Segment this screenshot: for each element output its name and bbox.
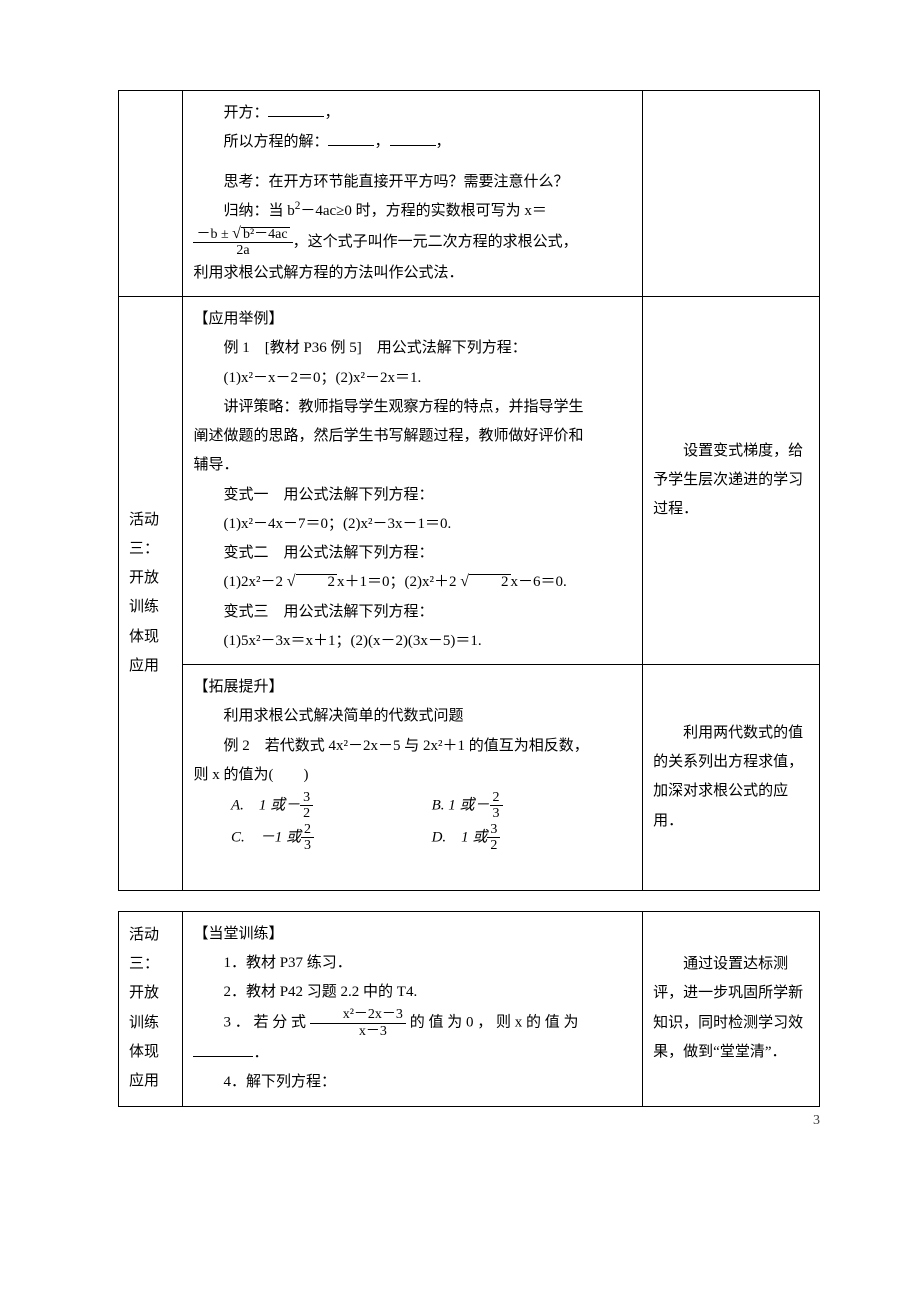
think-text: 思考：在开方环节能直接开平方吗？需要注意什么？ [193,168,632,197]
text: ， [374,134,389,150]
text: 变式一 用公式法解下列方程： [193,481,632,510]
section-heading: 【拓展提升】 [193,673,632,702]
num: 3 [487,822,500,837]
table-gap [118,891,820,911]
formula-den: 2a [193,242,292,258]
cell-right-note: 通过设置达标测评，进一步巩固所学新知识，同时检测学习效果，做到“堂堂清”． [643,911,820,1106]
text: －4ac≥0 时，方程的实数根可写为 x＝ [300,203,547,219]
blank-field [268,102,324,117]
text: 的 值 为 0 ， 则 x 的 值 为 [406,1015,579,1031]
activity-label: 活动 三： 开放 训练 体现 应用 [129,506,172,682]
page-number: 3 [813,1113,820,1129]
text: 讲评策略：教师指导学生观察方程的特点，并指导学生 [193,393,632,422]
text: x＋1＝0；(2)x²＋2 [337,574,460,590]
text: 变式二 用公式法解下列方程： [193,539,632,568]
den: 2 [487,837,500,853]
num: x²－2x－3 [310,1007,406,1022]
text: (1)2x²－2 [223,574,286,590]
text: 阐述做题的思路，然后学生书写解题过程，教师做好评价和 [193,422,632,451]
den: x－3 [310,1023,406,1039]
text: (1)x²－x－2＝0；(2)x²－2x＝1. [193,364,632,393]
text: 2．教材 P42 习题 2.2 中的 T4. [193,978,632,1007]
text: ，这个式子叫作一元二次方程的求根公式， [293,234,578,250]
text: 归纳：当 b [223,203,294,219]
cell-mid-examples: 【应用举例】 例 1 [教材 P36 例 5] 用公式法解下列方程： (1)x²… [183,297,643,665]
num: 3 [300,790,313,805]
cell-right-note-a: 设置变式梯度，给予学生层次递进的学习过程． [643,297,820,665]
table-row: 【拓展提升】 利用求根公式解决简单的代数式问题 例 2 若代数式 4x²－2x－… [119,665,820,891]
text: 辅导． [193,451,632,480]
num: 2 [301,822,314,837]
text: x－6＝0. [511,574,567,590]
cell-left-empty [119,91,183,297]
lesson-table-2: 活动 三： 开放 训练 体现 应用 【当堂训练】 1．教材 P37 练习． 2．… [118,911,820,1107]
text: B. 1 或－ [432,797,490,813]
option-a: A. 1 或－32 [231,790,432,822]
option-d: D. 1 或32 [432,822,633,854]
blank-field [193,1042,253,1057]
text: 所以方程的解： [223,134,328,150]
sqrt2: 2 [469,574,511,590]
option-b: B. 1 或－23 [432,790,633,822]
text: ， [436,134,451,150]
activity-label: 活动 三： 开放 训练 体现 应用 [129,921,172,1097]
text: ， [324,105,339,121]
lesson-table-1: 开方： ， 所以方程的解： ， ， 思考：在开方环节能直接开平方吗？需要注意什么？ 归… [118,90,820,891]
den: 3 [301,837,314,853]
text: (1)x²－4x－7＝0；(2)x²－3x－1＝0. [193,510,632,539]
text: 利用求根公式解方程的方法叫作公式法． [193,259,632,288]
text: 4．解下列方程： [193,1068,632,1097]
table-row: 活动 三： 开放 训练 体现 应用 【当堂训练】 1．教材 P37 练习． 2．… [119,911,820,1106]
den: 3 [490,805,503,821]
cell-left-activity3b: 活动 三： 开放 训练 体现 应用 [119,911,183,1106]
table-row: 活动 三： 开放 训练 体现 应用 【应用举例】 例 1 [教材 P36 例 5… [119,297,820,665]
blank-field [328,131,374,146]
text: D. 1 或 [432,829,488,845]
text: 1．教材 P37 练习． [193,949,632,978]
text: (1)5x²－3x＝x＋1；(2)(x－2)(3x－5)＝1. [193,627,632,656]
text: 变式三 用公式法解下列方程： [193,598,632,627]
text: 利用求根公式解决简单的代数式问题 [193,702,632,731]
section-heading: 【应用举例】 [193,305,632,334]
text: 则 x 的值为( ) [193,761,632,790]
den: 2 [300,805,313,821]
text: ． [253,1045,268,1061]
text: C. －1 或 [231,829,301,845]
quadratic-formula: －b ± √b²－4ac 2a [193,226,292,259]
sqrt2: 2 [296,574,338,590]
text: 例 1 [教材 P36 例 5] 用公式法解下列方程： [193,334,632,363]
formula-radicand: b²－4ac [241,227,290,242]
text: 3 ． 若 分 式 [223,1015,309,1031]
cell-mid-extension: 【拓展提升】 利用求根公式解决简单的代数式问题 例 2 若代数式 4x²－2x－… [183,665,643,891]
document-page: 开方： ， 所以方程的解： ， ， 思考：在开方环节能直接开平方吗？需要注意什么？ 归… [0,0,920,1147]
formula-num-a: －b ± [196,227,232,242]
section-heading: 【当堂训练】 [193,920,632,949]
table-row: 开方： ， 所以方程的解： ， ， 思考：在开方环节能直接开平方吗？需要注意什么？ 归… [119,91,820,297]
cell-left-activity3: 活动 三： 开放 训练 体现 应用 [119,297,183,891]
cell-right-note-b: 利用两代数式的值的关系列出方程求值，加深对求根公式的应用． [643,665,820,891]
cell-mid-derivation: 开方： ， 所以方程的解： ， ， 思考：在开方环节能直接开平方吗？需要注意什么？ 归… [183,91,643,297]
cell-right-empty [643,91,820,297]
cell-mid-practice: 【当堂训练】 1．教材 P37 练习． 2．教材 P42 习题 2.2 中的 T… [183,911,643,1106]
num: 2 [490,790,503,805]
text: 开方： [223,105,268,121]
blank-field [390,131,436,146]
text: 例 2 若代数式 4x²－2x－5 与 2x²＋1 的值互为相反数， [193,732,632,761]
text: A. 1 或－ [231,797,300,813]
option-c: C. －1 或23 [231,822,432,854]
